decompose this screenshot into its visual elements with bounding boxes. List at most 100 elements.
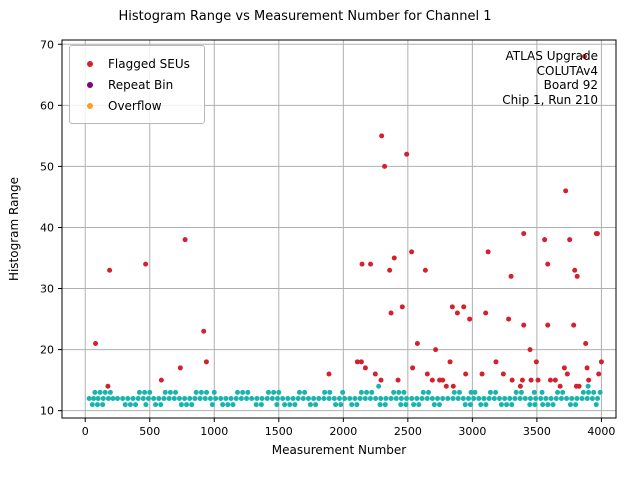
data-point (456, 389, 462, 395)
data-point (326, 395, 332, 401)
data-point (321, 395, 327, 401)
y-tick-label: 60 (40, 99, 54, 112)
data-point (443, 383, 449, 389)
data-point (391, 255, 397, 261)
data-point (589, 395, 595, 401)
data-point (130, 395, 136, 401)
data-point (153, 402, 159, 408)
data-point (235, 389, 241, 395)
data-point (140, 395, 146, 401)
data-point (586, 389, 592, 395)
y-tick-label: 40 (40, 221, 54, 234)
annotation-line: Board 92 (543, 78, 598, 92)
data-point (467, 402, 473, 408)
x-axis-label: Measurement Number (271, 443, 407, 457)
data-point (416, 402, 422, 408)
annotation-line: COLUTAv4 (536, 63, 598, 78)
data-point (528, 377, 534, 383)
data-point (450, 395, 456, 401)
data-point (105, 395, 111, 401)
data-point (94, 402, 100, 408)
data-point (539, 389, 545, 395)
data-point (502, 395, 508, 401)
data-point (598, 359, 604, 365)
data-point (425, 389, 431, 395)
data-point (327, 389, 333, 395)
data-point (347, 395, 353, 401)
data-point (145, 395, 151, 401)
data-point (207, 395, 213, 401)
data-point (479, 371, 485, 377)
annotation-block: ATLAS Upgrade COLUTAv4 Board 92 Chip 1, … (502, 49, 598, 107)
data-point (580, 389, 586, 395)
data-point (295, 395, 301, 401)
data-point (491, 395, 497, 401)
data-point (493, 389, 499, 395)
data-point (576, 383, 582, 389)
data-point (585, 383, 591, 389)
data-point (584, 395, 590, 401)
data-point (357, 395, 363, 401)
y-tick-label: 20 (40, 344, 54, 357)
data-point (579, 395, 585, 401)
data-point (506, 316, 512, 322)
data-point (487, 389, 493, 395)
data-point (107, 267, 113, 273)
data-point (414, 340, 420, 346)
data-point (591, 389, 597, 395)
data-point (358, 359, 364, 365)
data-point (233, 395, 239, 401)
data-point (326, 371, 332, 377)
data-point (193, 389, 199, 395)
data-point (92, 389, 98, 395)
data-point (135, 395, 141, 401)
data-point (472, 389, 478, 395)
data-point (265, 389, 271, 395)
data-point (508, 273, 514, 279)
data-point (424, 371, 430, 377)
data-point (521, 231, 527, 237)
data-point (548, 395, 554, 401)
data-point (553, 395, 559, 401)
data-point (133, 402, 139, 408)
legend-label: Repeat Bin (108, 77, 174, 92)
data-point (97, 389, 103, 395)
annotation-line: Chip 1, Run 210 (502, 92, 598, 107)
data-point (378, 377, 384, 383)
data-point (336, 395, 342, 401)
data-point (465, 395, 471, 401)
data-point (447, 359, 453, 365)
data-point (292, 402, 298, 408)
data-point (290, 395, 296, 401)
data-point (105, 383, 111, 389)
x-tick-label: 1000 (200, 425, 228, 438)
data-point (586, 377, 592, 383)
data-point (372, 371, 378, 377)
data-point (424, 395, 430, 401)
data-point (558, 395, 564, 401)
data-point (455, 395, 461, 401)
data-point (254, 395, 260, 401)
data-point (399, 304, 405, 310)
data-point (422, 267, 428, 273)
data-point (203, 359, 209, 365)
x-tick-label: 0 (82, 425, 89, 438)
data-point (136, 389, 142, 395)
data-point (527, 347, 533, 353)
data-point (509, 402, 515, 408)
data-point (560, 389, 566, 395)
data-point (555, 389, 561, 395)
data-point (573, 402, 579, 408)
data-point (550, 402, 556, 408)
data-point (259, 395, 265, 401)
data-point (178, 402, 184, 408)
data-point (504, 402, 510, 408)
data-point (302, 389, 308, 395)
data-point (173, 389, 179, 395)
legend-label: Overflow (108, 98, 162, 113)
data-point (567, 402, 573, 408)
data-point (276, 389, 282, 395)
data-point (391, 389, 397, 395)
data-point (114, 395, 120, 401)
